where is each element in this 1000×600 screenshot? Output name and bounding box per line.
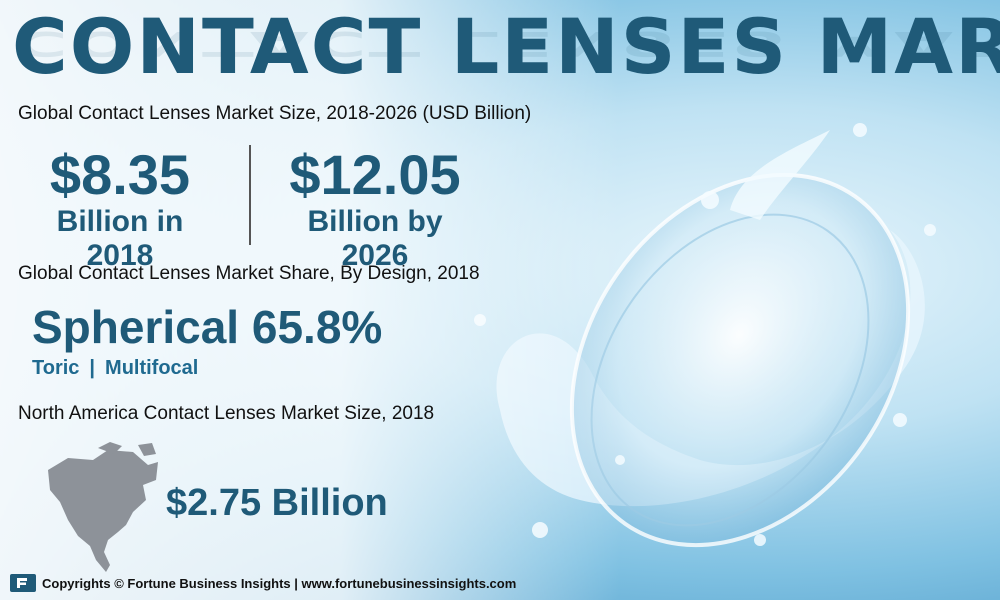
multifocal-label: Multifocal [105,357,199,379]
north-america-map-icon [48,442,158,572]
caption-2026: Billion by 2026 [307,205,443,272]
market-size-heading: Global Contact Lenses Market Size, 2018-… [18,103,532,124]
value-2026-block: $12.05 Billion by 2026 [270,145,480,273]
design-separator: | [89,357,96,379]
footer: Copyrights © Fortune Business Insights |… [10,574,516,592]
fortune-business-insights-logo-icon [10,574,36,592]
design-share-heading: Global Contact Lenses Market Share, By D… [18,263,480,284]
caption-2018: Billion in 2018 [56,205,184,272]
north-america-value: $2.75 Billion [166,482,388,524]
value-2018-block: $8.35 Billion in 2018 [20,145,220,273]
north-america-heading: North America Contact Lenses Market Size… [18,403,435,424]
divider [249,145,251,245]
other-designs: Toric | Multifocal [32,357,198,380]
page-title: CONTACT LENSES MARKET [12,2,1000,91]
footer-copyright: Copyrights © Fortune Business Insights |… [42,575,517,591]
value-2026: $12.05 [289,143,461,206]
value-2018: $8.35 [49,143,191,206]
spherical-share: Spherical 65.8% [32,301,383,353]
toric-label: Toric [32,357,80,379]
